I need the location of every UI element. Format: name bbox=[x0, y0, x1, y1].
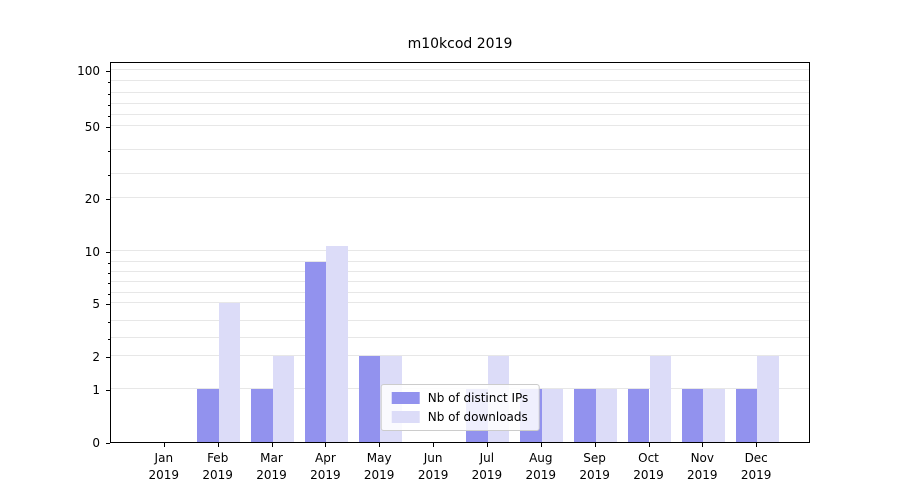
x-tick-mark bbox=[594, 443, 596, 447]
x-tick-label-aug: Aug 2019 bbox=[525, 451, 557, 483]
x-tick-label-jan: Jan 2019 bbox=[148, 451, 180, 483]
bar-downloads-dec bbox=[757, 355, 779, 442]
y-minor-tick-mark bbox=[108, 151, 110, 153]
gridline-60 bbox=[111, 113, 809, 115]
bar-ips-nov bbox=[681, 389, 704, 442]
x-tick-mark bbox=[756, 443, 758, 447]
y-tick-label-100: 100 bbox=[77, 64, 100, 79]
y-minor-tick-mark bbox=[108, 283, 110, 285]
x-tick-label-dec: Dec 2019 bbox=[740, 451, 772, 483]
gridline-2 bbox=[111, 354, 809, 356]
x-tick-mark bbox=[648, 443, 650, 447]
x-tick-label-may: May 2019 bbox=[363, 451, 395, 483]
bar-downloads-oct bbox=[649, 355, 671, 442]
bar-downloads-feb bbox=[218, 302, 241, 442]
bar-ips-mar bbox=[251, 389, 273, 442]
x-tick-mark bbox=[702, 443, 704, 447]
bar-downloads-mar bbox=[272, 355, 294, 442]
bar-downloads-apr bbox=[326, 245, 348, 442]
x-tick-mark bbox=[379, 443, 381, 447]
y-minor-tick-mark bbox=[108, 82, 110, 84]
y-tick-mark bbox=[106, 390, 110, 391]
bar-ips-sep bbox=[574, 389, 596, 442]
plot-area: Nb of distinct IPs Nb of downloads bbox=[110, 62, 810, 443]
legend: Nb of distinct IPs Nb of downloads bbox=[380, 384, 540, 431]
gridline-3 bbox=[111, 337, 809, 339]
x-tick-label-jul: Jul 2019 bbox=[471, 451, 503, 483]
x-tick-label-mar: Mar 2019 bbox=[256, 451, 287, 483]
y-minor-tick-mark bbox=[108, 175, 110, 177]
y-minor-tick-mark bbox=[108, 293, 110, 295]
y-tick-mark bbox=[106, 356, 110, 358]
y-tick-mark bbox=[106, 252, 110, 254]
y-tick-mark bbox=[106, 199, 110, 201]
gridline-20 bbox=[111, 197, 809, 199]
y-tick-label-0: 0 bbox=[92, 436, 100, 450]
bar-ips-dec bbox=[735, 389, 758, 442]
y-minor-tick-mark bbox=[108, 339, 110, 341]
y-tick-label-10: 10 bbox=[84, 245, 100, 260]
gridline-4 bbox=[111, 319, 809, 321]
y-tick-label-1: 1 bbox=[92, 383, 100, 397]
y-minor-tick-mark bbox=[108, 272, 110, 274]
gridline-7 bbox=[111, 281, 809, 283]
gridline-80 bbox=[111, 91, 809, 93]
x-tick-label-apr: Apr 2019 bbox=[310, 451, 341, 483]
gridline-40 bbox=[111, 149, 809, 151]
chart-title: m10kcod 2019 bbox=[407, 36, 513, 52]
bar-ips-may bbox=[358, 355, 381, 442]
legend-label-downloads: Nb of downloads bbox=[427, 410, 528, 424]
y-tick-label-2: 2 bbox=[92, 349, 100, 364]
legend-item-downloads: Nb of downloads bbox=[391, 410, 529, 424]
y-minor-tick-mark bbox=[108, 93, 110, 95]
y-minor-tick-mark bbox=[108, 321, 110, 323]
gridline-9 bbox=[111, 260, 809, 262]
legend-item-distinct-ips: Nb of distinct IPs bbox=[391, 391, 529, 405]
legend-swatch-distinct-ips bbox=[391, 392, 420, 404]
x-tick-label-jun: Jun 2019 bbox=[417, 451, 449, 483]
gridlines-layer bbox=[111, 63, 809, 442]
bar-downloads-nov bbox=[703, 389, 725, 442]
gridline-5 bbox=[111, 301, 809, 303]
gridline-100 bbox=[111, 69, 809, 71]
x-tick-mark bbox=[163, 443, 165, 447]
bar-downloads-aug bbox=[541, 389, 564, 442]
gridline-6 bbox=[111, 291, 809, 293]
x-tick-label-sep: Sep 2019 bbox=[579, 451, 610, 483]
x-tick-label-oct: Oct 2019 bbox=[633, 451, 664, 483]
y-tick-label-5: 5 bbox=[92, 296, 100, 311]
bar-ips-apr bbox=[304, 261, 327, 442]
bar-ips-oct bbox=[627, 389, 650, 442]
x-tick-label-nov: Nov 2019 bbox=[687, 451, 718, 483]
x-tick-mark bbox=[433, 443, 435, 447]
bar-downloads-sep bbox=[595, 389, 618, 442]
legend-label-distinct-ips: Nb of distinct IPs bbox=[427, 391, 529, 405]
y-tick-label-50: 50 bbox=[84, 120, 100, 135]
x-tick-mark bbox=[486, 443, 488, 447]
gridline-30 bbox=[111, 173, 809, 175]
gridline-50 bbox=[111, 125, 809, 127]
y-tick-mark bbox=[106, 303, 110, 305]
bar-ips-feb bbox=[197, 389, 219, 442]
y-minor-tick-mark bbox=[108, 262, 110, 264]
gridline-90 bbox=[111, 80, 809, 82]
gridline-8 bbox=[111, 270, 809, 272]
x-tick-mark bbox=[271, 443, 273, 447]
x-tick-mark bbox=[540, 443, 542, 447]
y-minor-tick-mark bbox=[108, 115, 110, 117]
x-tick-mark bbox=[217, 443, 219, 447]
gridline-10 bbox=[111, 250, 809, 252]
x-tick-label-feb: Feb 2019 bbox=[202, 451, 233, 483]
y-tick-mark bbox=[106, 443, 110, 444]
y-tick-mark bbox=[106, 71, 110, 73]
legend-swatch-downloads bbox=[391, 411, 420, 423]
y-minor-tick-mark bbox=[108, 104, 110, 106]
y-tick-mark bbox=[106, 127, 110, 129]
gridline-70 bbox=[111, 102, 809, 104]
x-tick-mark bbox=[325, 443, 327, 447]
y-tick-label-20: 20 bbox=[84, 192, 100, 207]
